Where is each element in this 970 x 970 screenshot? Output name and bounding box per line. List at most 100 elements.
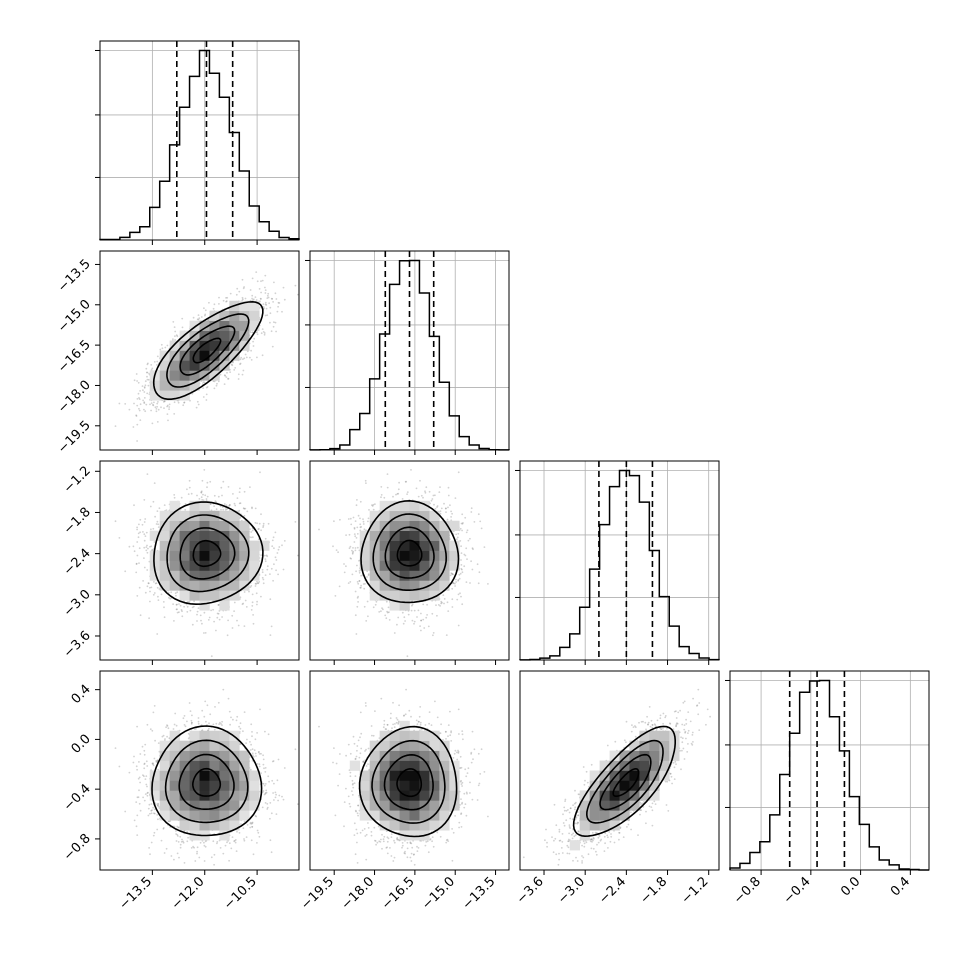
scatter-point: [236, 715, 239, 718]
scatter-point: [476, 563, 479, 566]
density-cell: [189, 320, 200, 331]
scatter-point: [416, 850, 419, 852]
scatter-point: [148, 803, 151, 806]
density-cell: [219, 310, 230, 321]
scatter-point: [157, 768, 160, 771]
scatter-point: [460, 564, 463, 566]
scatter-point: [188, 600, 191, 603]
scatter-point: [459, 767, 462, 769]
scatter-point: [143, 533, 146, 536]
scatter-point: [352, 786, 355, 789]
density-cell: [249, 550, 260, 561]
scatter-point: [200, 491, 203, 494]
scatter-point: [266, 314, 269, 317]
scatter-point: [228, 503, 231, 506]
scatter-point: [460, 826, 463, 828]
scatter-point: [392, 860, 395, 862]
scatter-point: [264, 802, 267, 804]
scatter-point: [363, 605, 366, 608]
scatter-point: [375, 600, 378, 603]
scatter-point: [270, 330, 273, 333]
scatter-point: [430, 499, 433, 502]
scatter-point: [428, 490, 431, 493]
scatter-point: [143, 387, 146, 389]
scatter-point: [160, 593, 163, 596]
contour-level-2: [178, 753, 235, 810]
scatter-point: [227, 377, 230, 380]
scatter-point: [420, 494, 423, 497]
density-cell: [149, 390, 160, 401]
panel-frame: [99, 250, 300, 451]
scatter-point: [252, 853, 255, 856]
scatter-point: [191, 721, 193, 724]
scatter-point: [258, 528, 260, 530]
scatter-point: [256, 600, 258, 603]
density-cell: [209, 370, 220, 381]
scatter-point: [150, 402, 153, 404]
density-cell: [389, 520, 400, 531]
density-cell: [149, 790, 160, 801]
panel-frame: [99, 670, 300, 871]
scatter-point: [235, 293, 238, 296]
density-cell: [249, 320, 260, 331]
scatter-point: [261, 782, 264, 785]
scatter-point: [141, 745, 144, 748]
scatter-point: [447, 494, 450, 497]
scatter-point: [250, 743, 253, 746]
scatter-point: [183, 401, 186, 404]
scatter-point: [194, 860, 197, 862]
scatter-point: [146, 723, 149, 726]
scatter-point: [272, 760, 275, 762]
scatter-point: [460, 779, 462, 782]
density-cell: [169, 780, 180, 791]
scatter-point: [147, 378, 150, 381]
scatter-point: [133, 504, 135, 507]
scatter-point: [480, 748, 483, 751]
scatter-point: [459, 592, 461, 595]
scatter-point: [276, 552, 279, 554]
density-cell: [169, 570, 180, 581]
scatter-point: [210, 655, 213, 658]
scatter-point: [156, 760, 159, 762]
scatter-point: [221, 720, 224, 723]
scatter-point: [226, 634, 229, 637]
scatter-point: [215, 384, 218, 387]
scatter-point: [138, 789, 140, 792]
scatter-point: [478, 571, 481, 574]
scatter-point: [233, 610, 236, 612]
scatter-point: [257, 528, 260, 530]
scatter-point: [200, 619, 202, 622]
scatter-point: [266, 808, 269, 810]
scatter-point: [137, 392, 140, 395]
scatter-point: [367, 520, 369, 523]
scatter-point: [401, 611, 404, 614]
y-tick-label: −3.0: [61, 587, 94, 620]
scatter-point: [135, 373, 138, 375]
density-cell: [199, 820, 210, 831]
scatter-point: [432, 634, 434, 637]
scatter-point: [179, 835, 182, 838]
contour-level-1: [192, 539, 222, 568]
density-cell: [179, 820, 190, 831]
scatter-point: [218, 618, 221, 621]
scatter-point: [258, 750, 260, 753]
scatter-point: [230, 716, 232, 719]
scatter-point: [153, 808, 156, 811]
scatter-point: [385, 617, 388, 620]
scatter-point: [397, 616, 400, 619]
scatter-point: [145, 531, 148, 534]
scatter-point: [142, 531, 144, 533]
scatter-point: [246, 738, 248, 741]
scatter-point: [241, 373, 244, 376]
scatter-point: [425, 841, 428, 843]
scatter-point: [215, 722, 218, 725]
scatter-point: [213, 728, 216, 731]
scatter-point: [353, 782, 356, 785]
scatter-point: [395, 493, 397, 496]
density-cell: [379, 590, 390, 601]
scatter-point: [239, 502, 242, 504]
scatter-point: [455, 581, 457, 583]
scatter-point: [264, 303, 267, 306]
scatter-point: [260, 291, 262, 294]
density-cell: [249, 570, 260, 581]
